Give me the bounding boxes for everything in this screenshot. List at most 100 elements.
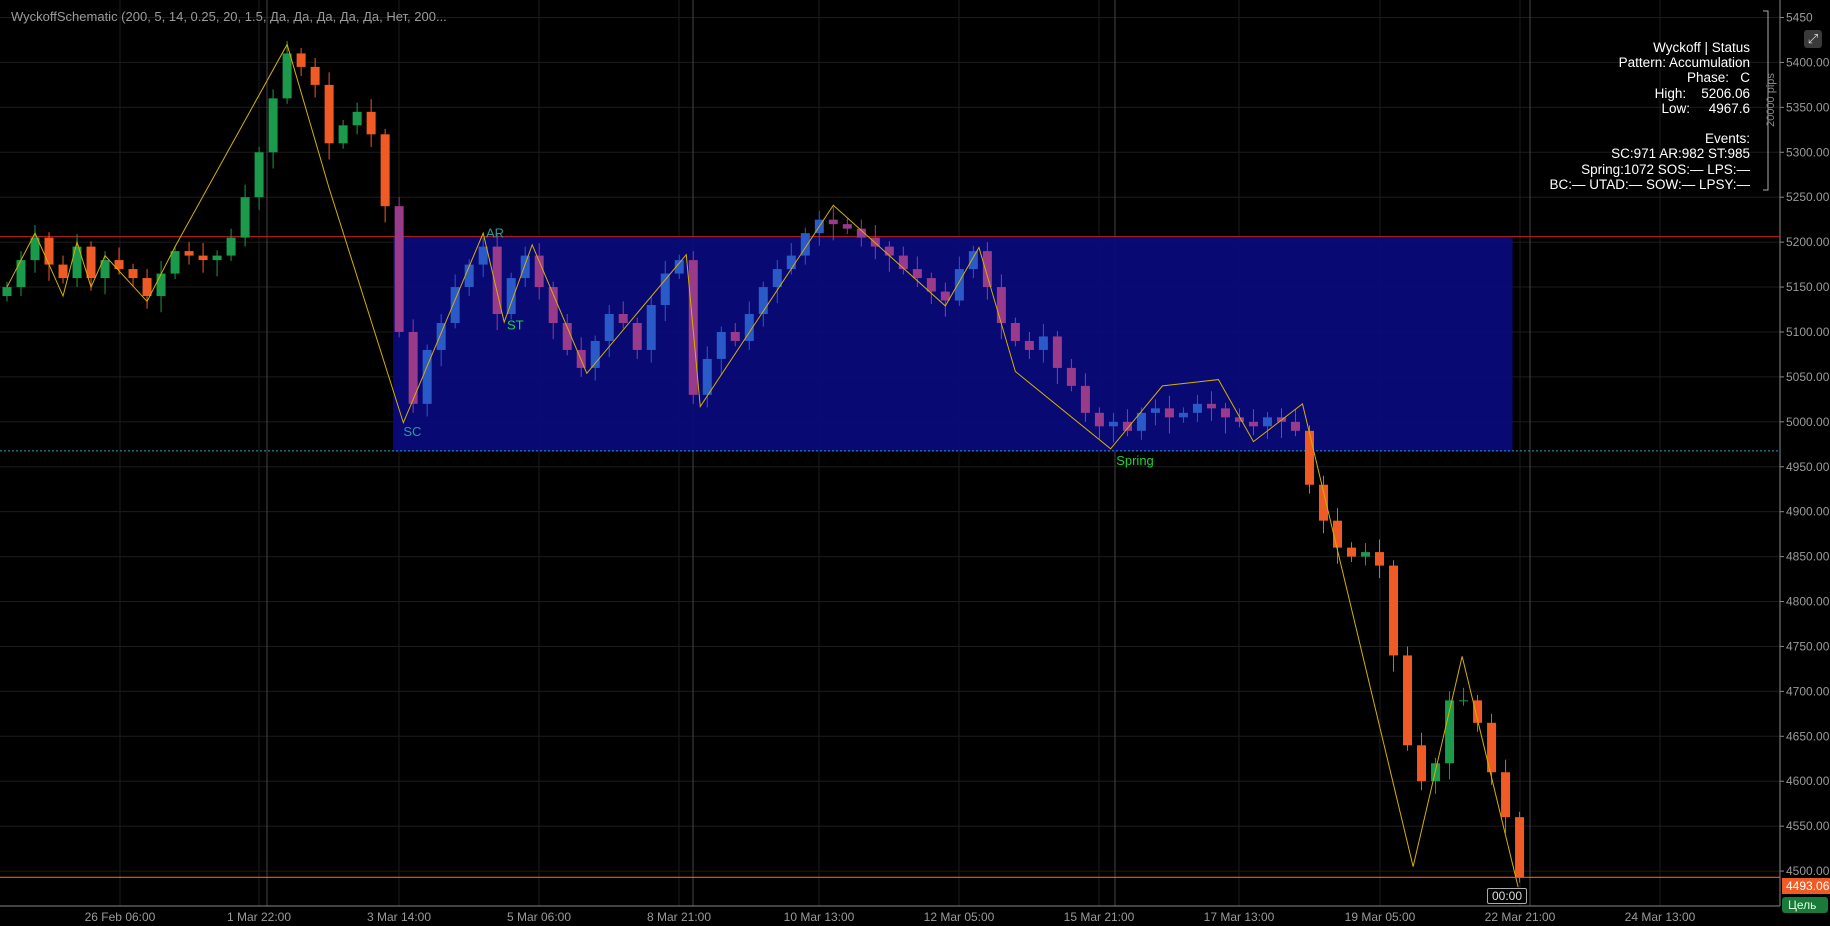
candle: [1347, 542, 1357, 562]
price-tick-label: 4600.00: [1786, 774, 1830, 788]
candle-body: [1192, 403, 1202, 413]
candle-body: [1445, 700, 1455, 764]
candle-body: [926, 278, 936, 292]
candle-body: [1178, 412, 1188, 418]
candle: [1445, 691, 1455, 780]
status-line: High: 5206.06: [1654, 85, 1750, 101]
candle-body: [128, 269, 138, 279]
candle: [184, 242, 194, 265]
candle: [1108, 412, 1118, 443]
candle-body: [464, 264, 474, 288]
candle: [394, 197, 404, 338]
candle-body: [1038, 336, 1048, 350]
candle: [1487, 713, 1497, 785]
price-tick-label: 5100.00: [1786, 325, 1830, 339]
indicator-title[interactable]: WyckoffSchematic (200, 5, 14, 0.25, 20, …: [11, 9, 447, 24]
candle: [1473, 694, 1483, 732]
candle-body: [632, 322, 642, 350]
candle: [520, 246, 530, 288]
event-label-spring: Spring: [1116, 453, 1154, 468]
candle-body: [142, 278, 152, 297]
candle: [310, 57, 320, 98]
candle: [940, 282, 950, 317]
candle: [1094, 407, 1104, 439]
candle-body: [1304, 430, 1314, 485]
candle-body: [786, 255, 796, 270]
candle: [1459, 687, 1469, 706]
candle-body: [1080, 385, 1090, 413]
candle-body: [408, 331, 418, 404]
candle-body: [212, 255, 222, 261]
candle-body: [394, 206, 404, 332]
candle: [128, 263, 138, 288]
candle-body: [254, 152, 264, 198]
candle: [478, 237, 488, 278]
candle-body: [296, 53, 306, 67]
candle: [2, 281, 12, 302]
candle: [1389, 560, 1399, 672]
candle-body: [338, 125, 348, 144]
price-tick-label: 5350.00: [1786, 100, 1830, 114]
candle: [1066, 358, 1076, 392]
candle-body: [1136, 412, 1146, 431]
candle: [1262, 411, 1272, 439]
candle: [730, 322, 740, 347]
candle-body: [184, 251, 194, 256]
candle: [1220, 402, 1230, 434]
time-tick-label: 1 Mar 22:00: [227, 910, 291, 924]
candle-body: [744, 314, 754, 341]
candle-body: [506, 278, 516, 315]
candle-body: [534, 255, 544, 288]
candle: [1431, 757, 1441, 794]
price-tick-label: 4900.00: [1786, 505, 1830, 519]
candle: [1122, 409, 1132, 437]
status-line: Low: 4967.6: [1661, 100, 1750, 116]
candle-body: [16, 260, 26, 288]
candle-body: [884, 246, 894, 256]
status-line: BC:— UTAD:— SOW:— LPSY:—: [1549, 176, 1750, 192]
time-tick-label: 19 Mar 05:00: [1345, 910, 1416, 924]
candle: [982, 242, 992, 300]
candle: [156, 260, 166, 313]
candle: [604, 305, 614, 358]
candle: [58, 255, 68, 284]
price-tick-label: 4750.00: [1786, 639, 1830, 653]
candle: [352, 102, 362, 135]
candle: [16, 251, 26, 297]
price-tick-label: 5050.00: [1786, 370, 1830, 384]
candle-body: [1150, 408, 1160, 413]
candle-body: [842, 224, 852, 229]
candle: [646, 296, 656, 363]
candle: [268, 89, 278, 169]
candle: [1052, 331, 1062, 385]
candle-body: [1417, 745, 1427, 782]
candle-body: [478, 246, 488, 265]
candle-body: [352, 111, 362, 126]
expand-arrow-icon[interactable]: ⤢: [1804, 30, 1822, 48]
candle: [324, 72, 334, 160]
candle-body: [1290, 421, 1300, 431]
candle: [1150, 399, 1160, 426]
time-tick-label: 10 Mar 13:00: [784, 910, 855, 924]
price-tick-label: 5300.00: [1786, 145, 1830, 159]
candle-body: [1389, 565, 1399, 656]
pips-label: 20000 pips: [1765, 73, 1777, 127]
candle-body: [912, 269, 922, 279]
candle: [44, 232, 54, 281]
candle-body: [1248, 421, 1258, 427]
candle-body: [730, 331, 740, 341]
candle-body: [58, 264, 68, 279]
target-label[interactable]: Цель: [1782, 897, 1828, 913]
candle: [926, 272, 936, 305]
candle: [674, 254, 684, 279]
candle-body: [100, 260, 110, 279]
candle-body: [618, 314, 628, 323]
candle-body: [1332, 520, 1342, 548]
candle: [86, 241, 96, 291]
candle: [436, 314, 446, 367]
price-tick-label: 4550.00: [1786, 819, 1830, 833]
candle: [716, 326, 726, 376]
candle: [800, 227, 810, 265]
candle-body: [828, 219, 838, 225]
